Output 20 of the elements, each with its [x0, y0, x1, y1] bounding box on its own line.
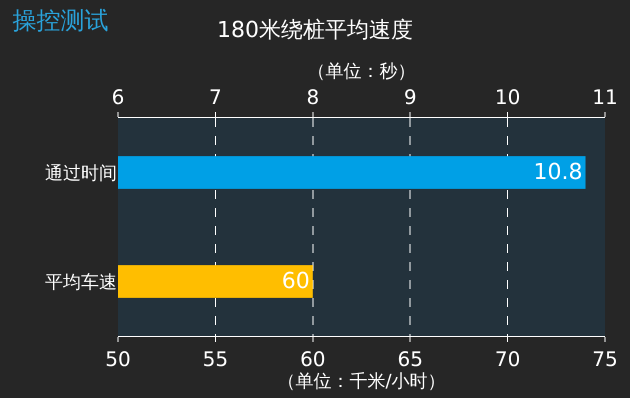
x2-tick-label: 6: [112, 85, 124, 109]
data-label: 60: [282, 269, 310, 294]
x2-tick-label: 8: [306, 85, 320, 109]
y-tick-label: 通过时间: [45, 162, 117, 184]
x-tick-label: 50: [105, 347, 131, 371]
x2-tick-label: 9: [404, 85, 417, 109]
x-tick-label: 55: [202, 347, 228, 371]
x2-tick-label: 11: [592, 85, 618, 109]
chart-title: 操控测试: [12, 6, 109, 35]
x-tick-label: 65: [397, 347, 423, 371]
x-tick-label: 75: [592, 347, 618, 371]
chart-subtitle: 180米绕桩平均速度: [217, 18, 413, 43]
data-label: 10.8: [534, 160, 583, 185]
y-tick-label: 平均车速: [45, 272, 117, 293]
x2-axis-title: （单位：秒）: [308, 61, 416, 82]
x2-tick-label: 10: [494, 85, 520, 109]
x-axis-title: （单位：千米/小时）: [277, 371, 446, 392]
x-tick-label: 60: [300, 347, 326, 371]
x2-tick-label: 7: [209, 85, 222, 109]
x-tick-label: 70: [494, 347, 520, 371]
